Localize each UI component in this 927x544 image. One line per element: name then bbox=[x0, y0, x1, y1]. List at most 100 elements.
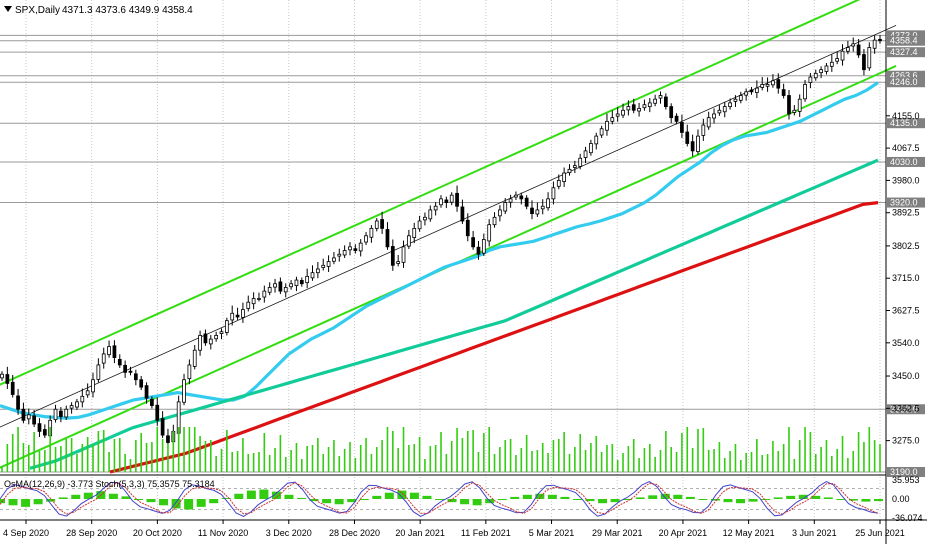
candle-body bbox=[653, 98, 658, 104]
osma-bar bbox=[736, 499, 746, 504]
osma-bar bbox=[21, 499, 31, 507]
price-tick-label: 4067.5 bbox=[892, 143, 920, 153]
channel-upper-line bbox=[0, 0, 861, 386]
candle-body bbox=[530, 207, 534, 215]
candle-body bbox=[342, 250, 347, 256]
candle-body bbox=[417, 220, 422, 230]
osma-bar bbox=[773, 497, 783, 499]
osma-bar bbox=[71, 494, 81, 499]
osma-bar bbox=[234, 493, 244, 499]
osma-bar bbox=[108, 493, 118, 499]
level-tag-label: 3920.0 bbox=[890, 198, 918, 208]
osma-bar bbox=[522, 494, 532, 499]
osma-bar bbox=[497, 499, 507, 501]
candle-body bbox=[685, 131, 690, 144]
osma-bar bbox=[372, 495, 382, 499]
candle-body bbox=[471, 237, 475, 248]
candle-body bbox=[444, 199, 449, 203]
candle-body bbox=[546, 198, 550, 209]
price-tick-label: 3627.5 bbox=[892, 306, 920, 316]
price-tick-label: 3892.5 bbox=[892, 208, 920, 218]
level-tag-label: 4263.6 bbox=[890, 71, 918, 81]
level-tag-label: 3360.0 bbox=[890, 404, 918, 414]
osma-bar bbox=[397, 490, 407, 499]
osma-bar bbox=[271, 491, 281, 499]
candle-body bbox=[696, 135, 700, 153]
candle-body bbox=[781, 89, 786, 96]
candle-body bbox=[712, 113, 716, 119]
level-tag-label: 4358.4 bbox=[890, 36, 918, 46]
candle-body bbox=[680, 122, 684, 133]
candle-body bbox=[198, 335, 202, 351]
candle-body bbox=[540, 205, 545, 210]
candle-body bbox=[717, 109, 722, 114]
level-tag-label: 3190.0 bbox=[890, 467, 918, 477]
candle-body bbox=[851, 43, 856, 47]
candle-body bbox=[524, 197, 529, 207]
candle-body bbox=[401, 246, 406, 263]
candle-body bbox=[64, 408, 69, 418]
candle-body bbox=[605, 120, 609, 131]
candle-body bbox=[5, 374, 10, 384]
candle-body bbox=[674, 115, 679, 122]
candle-body bbox=[257, 298, 261, 300]
time-tick-label: 20 Oct 2020 bbox=[133, 528, 182, 538]
candle-body bbox=[262, 290, 267, 298]
osma-bar bbox=[710, 499, 720, 501]
osma-bar bbox=[159, 499, 169, 506]
stoch-main-line bbox=[0, 481, 879, 517]
candle-body bbox=[519, 195, 524, 200]
candle-body bbox=[75, 401, 79, 408]
osma-bar bbox=[748, 499, 758, 502]
osma-bar bbox=[259, 489, 269, 499]
osma-bar bbox=[58, 497, 68, 499]
indicator-tick-label: 35.953 bbox=[892, 475, 920, 485]
candle-body bbox=[449, 194, 454, 203]
candle-body bbox=[460, 206, 465, 222]
level-tag-label: 4135.0 bbox=[890, 118, 918, 128]
candle-body bbox=[85, 390, 90, 396]
candle-body bbox=[326, 261, 331, 267]
indicator-label: OsMA(12,26,9) -3.773 Stoch(5,3,3) 75.357… bbox=[4, 479, 215, 489]
candle-body bbox=[803, 84, 807, 100]
time-tick-label: 12 May 2021 bbox=[723, 528, 775, 538]
osma-bar bbox=[811, 495, 821, 499]
candle-body bbox=[503, 202, 508, 212]
moving-average-line bbox=[109, 201, 879, 474]
candle-body bbox=[481, 239, 486, 254]
indicator-tick-label: 0.00 bbox=[892, 494, 910, 504]
candle-body bbox=[476, 246, 481, 255]
osma-bar bbox=[435, 499, 444, 500]
osma-bar bbox=[861, 499, 871, 502]
candle-body bbox=[787, 95, 791, 115]
level-tag bbox=[887, 77, 925, 88]
candle-body bbox=[631, 104, 636, 111]
osma-bar bbox=[409, 492, 419, 499]
price-tick-label: 3275.0 bbox=[892, 436, 920, 446]
candle-body bbox=[283, 287, 288, 293]
osma-bar bbox=[535, 493, 545, 499]
time-tick-label: 3 Dec 2020 bbox=[266, 528, 312, 538]
candle-body bbox=[514, 194, 518, 198]
candle-body bbox=[439, 198, 443, 206]
candle-body bbox=[107, 346, 111, 356]
candle-body bbox=[840, 50, 845, 61]
osma-bar bbox=[447, 499, 457, 503]
candle-body bbox=[599, 128, 604, 136]
level-tag bbox=[887, 47, 925, 58]
candle-body bbox=[96, 364, 101, 380]
candle-body bbox=[246, 301, 251, 309]
price-tick-label: 3362.5 bbox=[892, 403, 920, 413]
candle-body bbox=[396, 261, 401, 264]
candle-body bbox=[808, 76, 813, 83]
candle-body bbox=[465, 219, 470, 237]
candle-body bbox=[562, 172, 566, 182]
osma-bar bbox=[723, 499, 733, 503]
candle-body bbox=[10, 381, 15, 395]
candle-body bbox=[829, 61, 834, 67]
osma-bar bbox=[121, 496, 131, 499]
time-tick-label: 28 Sep 2020 bbox=[66, 528, 117, 538]
level-tag-label: 4030.0 bbox=[890, 157, 918, 167]
